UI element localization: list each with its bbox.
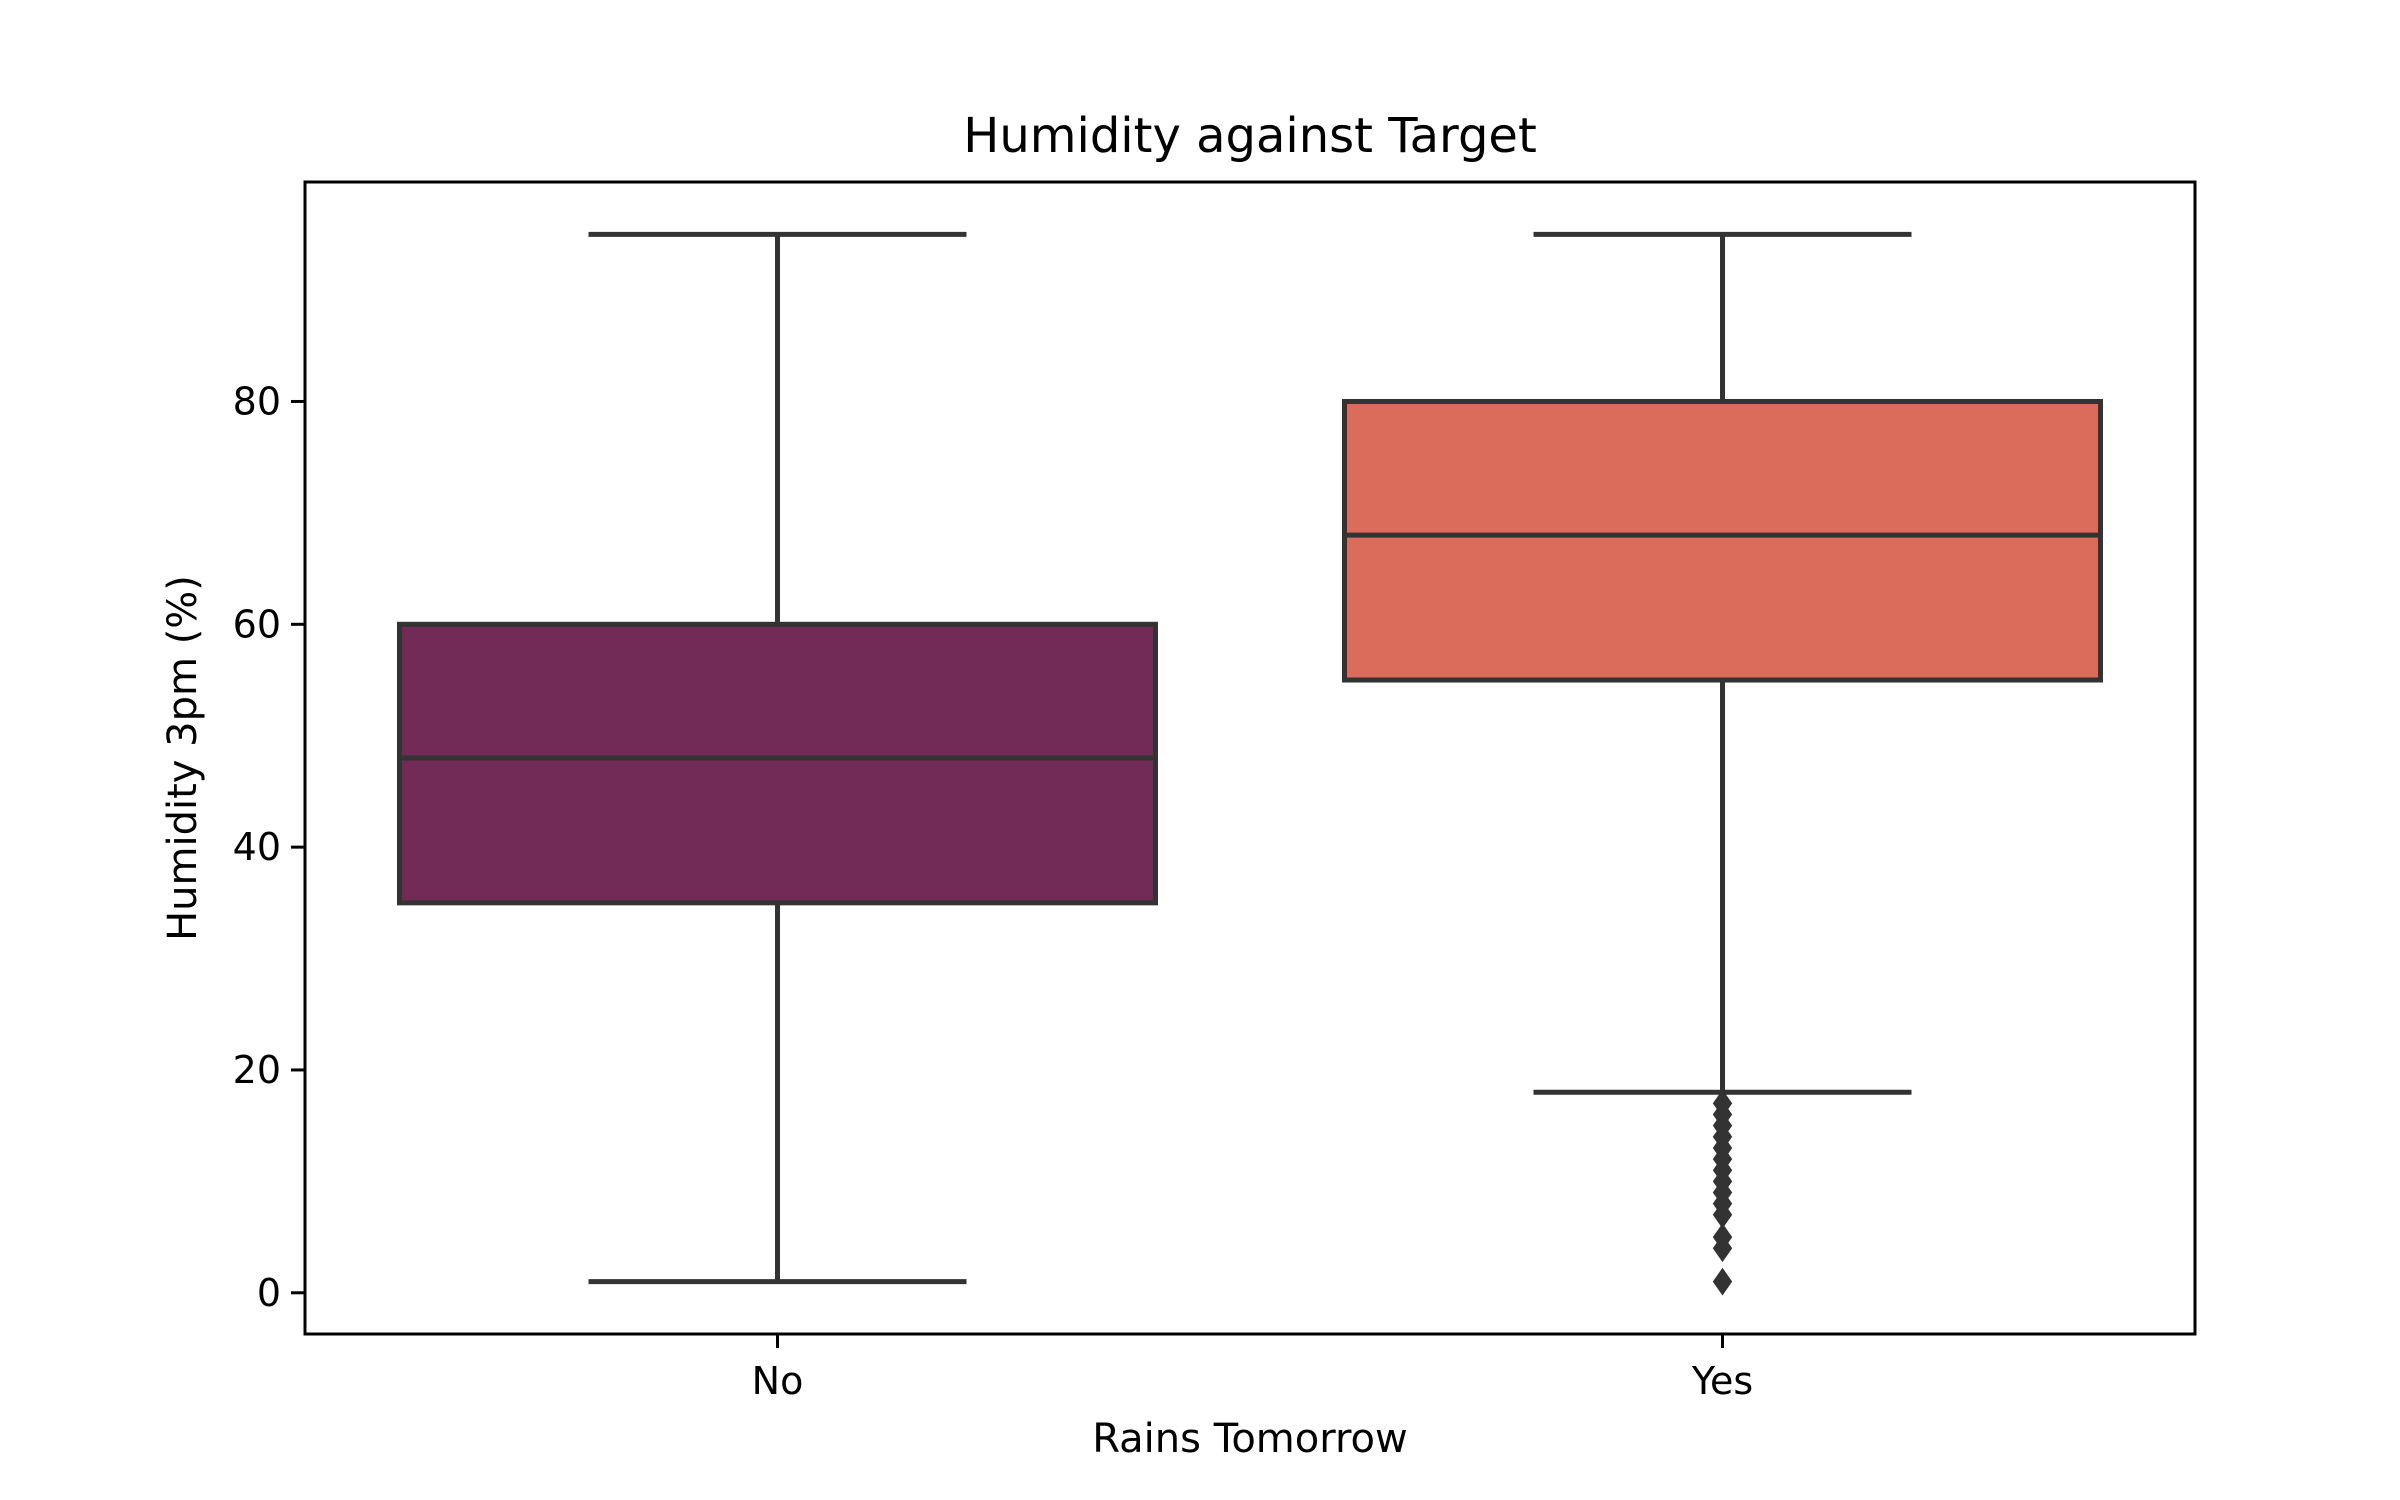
x-tick-label: No	[752, 1359, 804, 1403]
y-tick-label: 80	[233, 379, 281, 423]
box-iqr	[397, 621, 1158, 906]
y-tick-label: 60	[233, 602, 281, 646]
plot-area	[397, 231, 2103, 1296]
x-axis: No Yes	[752, 1334, 1753, 1403]
box-group-yes	[1342, 231, 2103, 1296]
y-tick-label: 0	[257, 1271, 281, 1315]
y-axis: 0 20 40 60 80	[233, 379, 305, 1315]
y-axis-label: Humidity 3pm (%)	[160, 575, 206, 941]
y-tick-label: 40	[233, 825, 281, 869]
outlier-point	[1712, 1267, 1733, 1296]
box-group-no	[397, 231, 1158, 1285]
x-axis-label: Rains Tomorrow	[1092, 1416, 1408, 1462]
x-tick-label: Yes	[1691, 1359, 1753, 1403]
box-iqr	[1342, 398, 2103, 683]
chart-title: Humidity against Target	[963, 108, 1537, 164]
y-tick-label: 20	[233, 1048, 281, 1092]
outlier-point	[1712, 1234, 1733, 1263]
axes-frame	[303, 180, 2197, 1336]
